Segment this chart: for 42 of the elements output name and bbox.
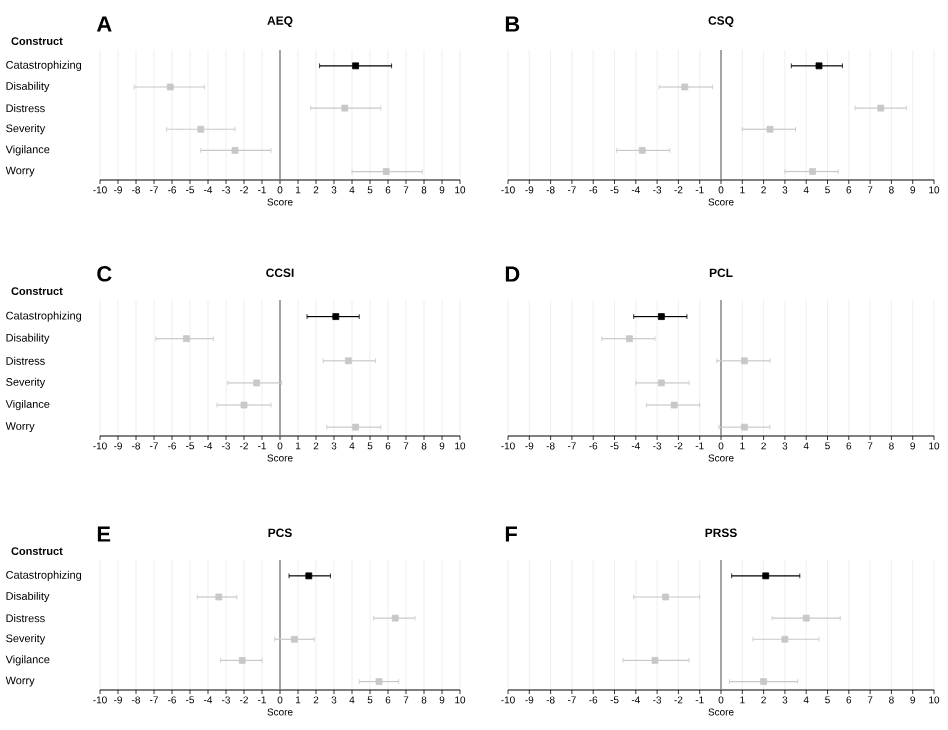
point xyxy=(626,335,633,343)
point xyxy=(375,678,383,685)
point xyxy=(240,401,248,409)
point xyxy=(231,147,239,154)
point xyxy=(657,379,665,387)
point xyxy=(332,313,340,320)
point xyxy=(815,62,823,70)
point xyxy=(741,423,748,431)
text: C xyxy=(97,266,112,282)
point xyxy=(166,83,174,91)
point xyxy=(809,168,816,175)
point xyxy=(638,147,646,154)
point xyxy=(345,357,352,365)
point xyxy=(662,593,670,601)
text: E xyxy=(97,526,111,542)
point xyxy=(802,614,810,622)
point xyxy=(341,104,349,112)
point xyxy=(760,678,767,685)
point xyxy=(291,635,298,643)
point xyxy=(877,104,885,112)
text: F xyxy=(505,526,517,542)
point xyxy=(670,401,678,409)
text: A xyxy=(96,16,112,32)
point xyxy=(681,83,689,91)
point xyxy=(391,614,399,622)
point xyxy=(382,168,390,175)
point xyxy=(741,357,748,365)
point xyxy=(766,125,774,133)
point xyxy=(657,313,665,320)
point xyxy=(762,572,770,580)
point xyxy=(253,379,260,387)
text: D xyxy=(505,266,520,282)
text: B xyxy=(505,16,520,32)
point xyxy=(215,593,223,601)
point xyxy=(238,657,246,664)
point xyxy=(305,572,313,580)
point xyxy=(197,125,205,133)
point xyxy=(352,423,359,431)
point xyxy=(781,635,789,643)
point xyxy=(352,62,359,70)
point xyxy=(183,335,190,343)
point xyxy=(651,657,659,664)
